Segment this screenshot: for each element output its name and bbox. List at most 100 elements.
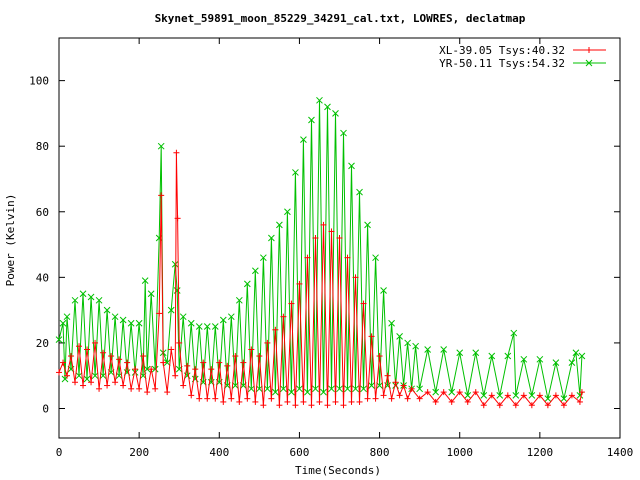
data-point [147, 290, 155, 298]
data-point [236, 398, 243, 405]
data-point [280, 385, 287, 393]
data-point [188, 392, 195, 399]
data-point [416, 385, 423, 393]
data-point [195, 323, 203, 330]
data-point [235, 296, 243, 304]
data-point [364, 221, 371, 229]
data-point [128, 385, 135, 392]
data-point [292, 402, 299, 409]
data-point [404, 395, 411, 402]
x-axis: 0 200 400 600 800 1000 1200 1400 [56, 38, 633, 459]
data-point [200, 359, 207, 366]
data-point [512, 392, 520, 399]
data-point [328, 228, 335, 235]
data-point [376, 353, 383, 360]
data-point [352, 274, 359, 281]
x-tick-label: 1200 [527, 446, 554, 459]
data-point [173, 149, 180, 156]
data-point [496, 392, 504, 399]
data-point [312, 385, 319, 393]
data-point [336, 385, 343, 393]
data-point [76, 343, 83, 350]
data-point [528, 392, 536, 399]
data-point [396, 333, 403, 340]
data-point [372, 254, 379, 262]
data-point [480, 402, 487, 409]
data-point [380, 287, 387, 294]
data-point [132, 366, 139, 373]
data-point [212, 395, 219, 402]
data-point [208, 366, 215, 373]
data-point [560, 395, 568, 403]
data-point [244, 395, 251, 402]
data-point [300, 136, 307, 143]
y-tick-label: 80 [36, 140, 49, 153]
data-point [472, 349, 480, 357]
data-point [536, 392, 543, 399]
data-point [68, 353, 75, 360]
data-point [504, 352, 512, 360]
data-point [95, 296, 103, 304]
data-point [83, 375, 91, 383]
data-point [157, 142, 165, 150]
data-point [380, 392, 387, 399]
data-point [148, 366, 155, 373]
data-point [176, 339, 183, 346]
data-point [171, 260, 179, 268]
x-tick-label: 200 [129, 446, 149, 459]
data-point [360, 300, 367, 307]
data-point [356, 188, 363, 196]
data-point [88, 379, 95, 386]
data-point [296, 385, 303, 393]
data-point [316, 398, 323, 405]
data-point [440, 346, 448, 353]
data-point [276, 221, 283, 229]
data-point [179, 313, 187, 321]
data-point [168, 346, 175, 353]
data-point [568, 359, 576, 366]
data-point [304, 254, 311, 261]
data-point [272, 326, 279, 333]
data-point [108, 353, 115, 360]
data-point [356, 398, 363, 405]
data-point [116, 356, 123, 363]
data-point [336, 235, 343, 241]
legend-label: YR-50.11 Tsys:54.32 [439, 57, 565, 70]
data-point [388, 319, 395, 327]
data-point [219, 316, 227, 324]
data-point [464, 392, 472, 399]
plot-area [58, 37, 621, 439]
data-point [368, 333, 375, 340]
data-point [316, 96, 323, 104]
data-point [136, 385, 143, 392]
data-point [152, 385, 159, 392]
series-layer [55, 96, 586, 409]
data-point [578, 389, 585, 396]
data-point [243, 280, 251, 288]
data-point [488, 352, 496, 360]
data-point [127, 319, 135, 327]
data-point [163, 359, 171, 366]
data-point [340, 129, 347, 137]
data-point [344, 254, 351, 261]
data-point [432, 398, 439, 405]
data-point [308, 116, 315, 124]
data-point [232, 353, 239, 360]
data-point [308, 402, 315, 409]
data-point [264, 385, 271, 393]
data-point [448, 388, 456, 396]
series-line [58, 100, 583, 399]
data-point [432, 388, 440, 396]
data-point [572, 349, 580, 357]
data-point [75, 372, 83, 380]
data-point [528, 402, 535, 409]
data-point [552, 359, 560, 366]
data-point [448, 398, 455, 405]
y-tick-label: 100 [29, 75, 49, 88]
data-point [252, 398, 259, 405]
data-point [192, 366, 199, 373]
data-point [79, 290, 87, 298]
data-point [151, 365, 159, 373]
